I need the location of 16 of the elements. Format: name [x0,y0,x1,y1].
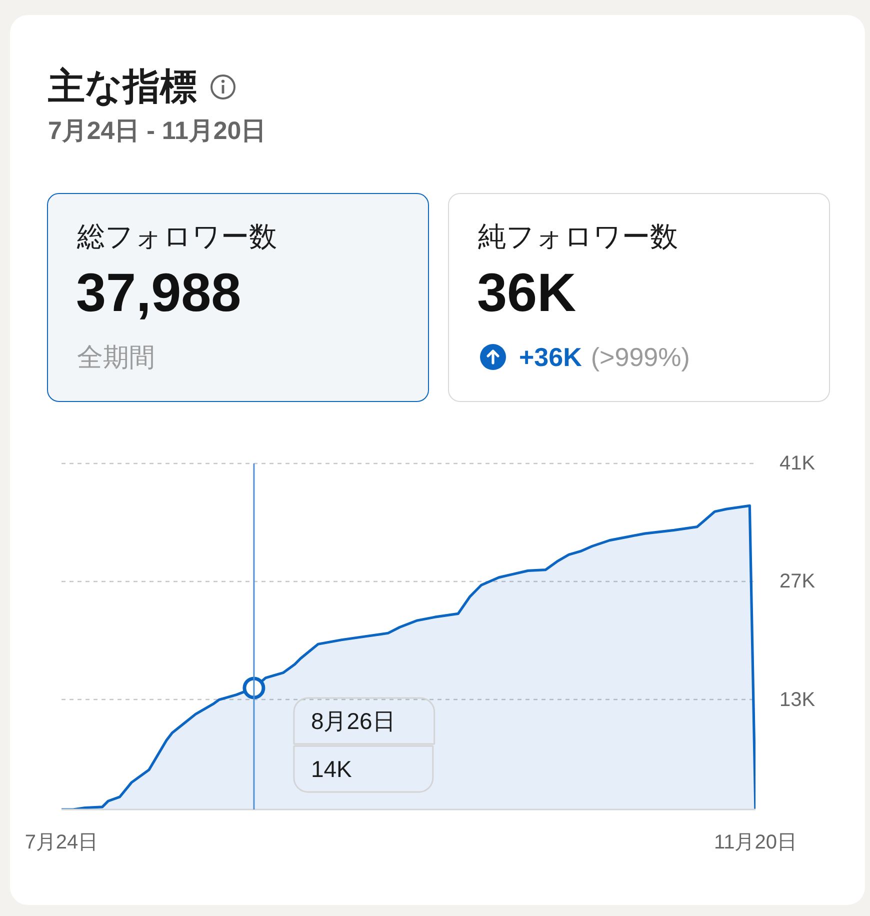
y-tick-label: 41K [780,452,816,474]
x-tick-label: 7月24日 [24,832,98,854]
text: 純フォロワー数 [478,221,678,253]
y-tick-label: 13K [780,688,816,711]
text: 37,988 [76,263,242,324]
text: 36K [477,263,576,324]
text: 主な指標 [48,66,197,108]
text: 7月24日 - 11月20日 [48,117,266,146]
y-tick-label: 27K [780,570,816,593]
text: 総フォロワー数 [77,221,277,253]
annotation: 14K [310,756,353,782]
text: +36K [519,342,582,372]
text: 全期間 [77,342,155,372]
x-tick-label: 11月20日 [714,832,798,854]
annotation: 8月26日 [310,708,396,734]
text: (>999%) [590,342,690,372]
